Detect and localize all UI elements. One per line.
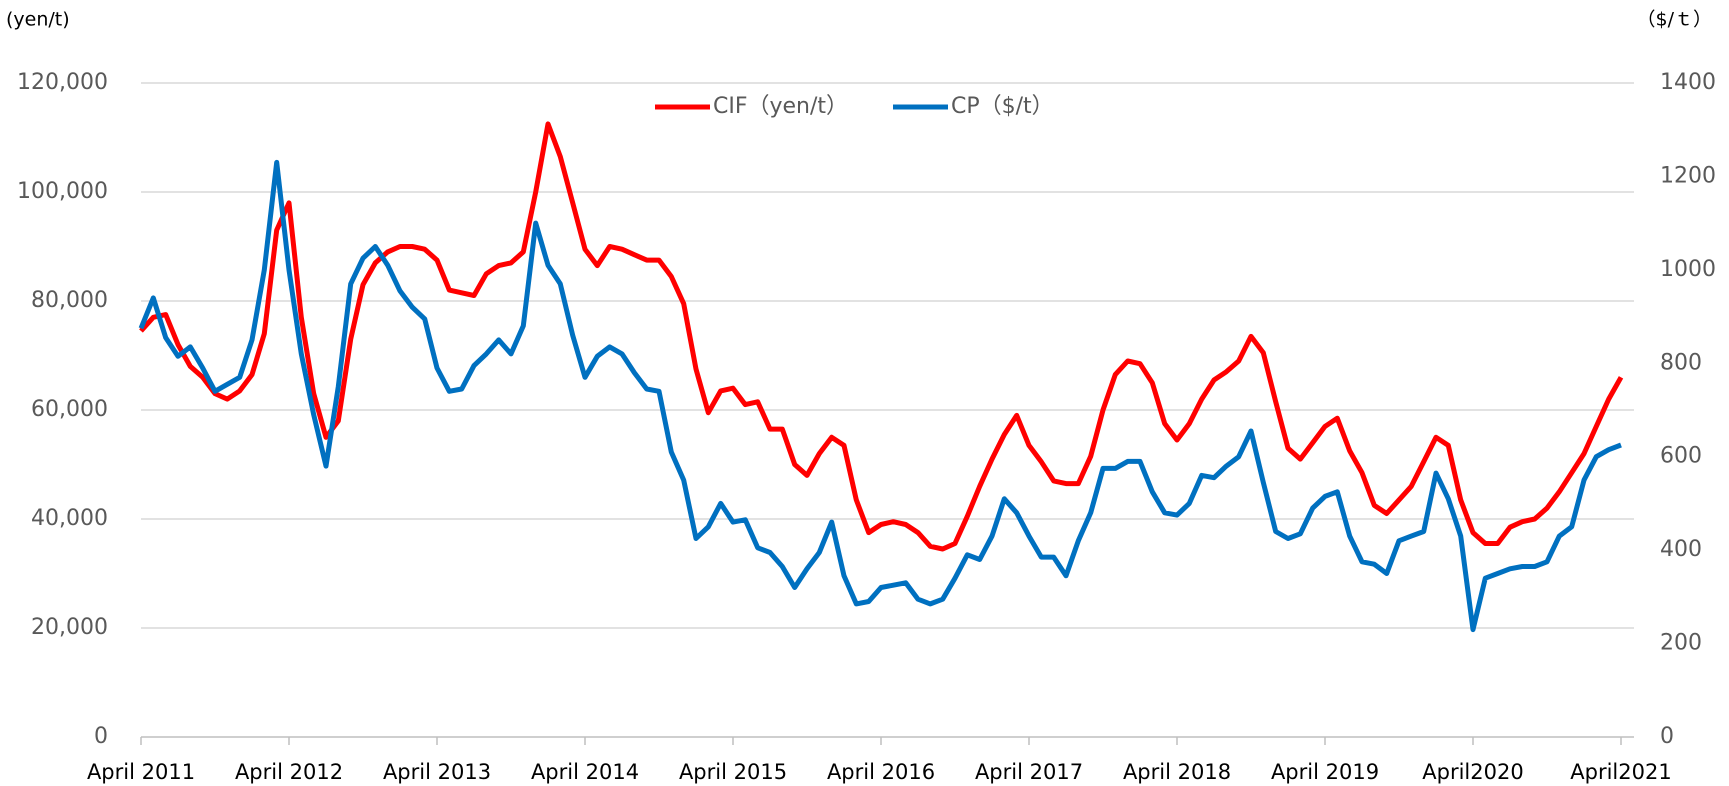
y2-tick-label: 0 [1660, 724, 1674, 749]
x-tick-label: April 2013 [383, 760, 491, 784]
y-tick-label: 100,000 [17, 179, 108, 204]
x-tick-label: April 2016 [827, 760, 935, 784]
y-tick-label: 120,000 [17, 70, 108, 95]
x-tick-label: April 2015 [679, 760, 787, 784]
y2-tick-label: 1400 [1660, 70, 1716, 95]
y2-tick-label: 600 [1660, 444, 1702, 469]
x-tick-label: April 2012 [235, 760, 343, 784]
y2-axis-unit: （$/ｔ） [1637, 9, 1713, 31]
legend-text: CIF（yen/t） [713, 94, 848, 119]
y2-tick-label: 1200 [1660, 163, 1716, 188]
y-tick-label: 60,000 [31, 397, 108, 422]
y-tick-label: 0 [94, 724, 108, 749]
y-axis-unit: (yen/t) [6, 9, 70, 31]
x-tick-label: April2020 [1422, 760, 1523, 784]
data-line [138, 159, 1622, 633]
x-tick-label: April 2019 [1271, 760, 1379, 784]
y2-tick-label: 1000 [1660, 257, 1716, 282]
x-tick-label: April2021 [1570, 760, 1671, 784]
y2-tick-label: 800 [1660, 350, 1702, 375]
x-tick-label: April 2018 [1123, 760, 1231, 784]
data-line [139, 121, 1624, 552]
y-tick-label: 20,000 [31, 615, 108, 640]
legend-text: CP（$/t） [951, 94, 1054, 119]
y-tick-label: 40,000 [31, 506, 108, 531]
y2-tick-label: 200 [1660, 631, 1702, 656]
x-tick-label: April 2017 [975, 760, 1083, 784]
x-tick-label: April 2014 [531, 760, 639, 784]
x-tick-label: April 2011 [87, 760, 195, 784]
y-tick-label: 80,000 [31, 288, 108, 313]
y2-tick-label: 400 [1660, 537, 1702, 562]
